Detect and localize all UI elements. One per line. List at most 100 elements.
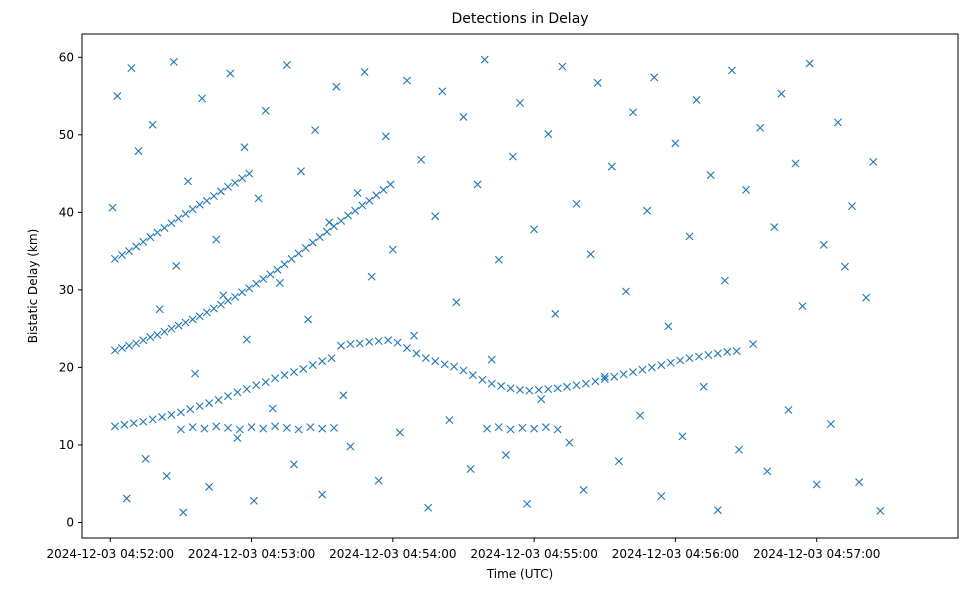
scatter-point	[141, 454, 150, 463]
scatter-point	[332, 82, 341, 91]
y-tick-label: 60	[59, 50, 74, 64]
scatter-point	[372, 191, 381, 200]
scatter-point	[216, 187, 225, 196]
scatter-point	[238, 288, 247, 297]
scatter-point	[610, 372, 619, 381]
scatter-point	[459, 366, 468, 375]
scatter-point	[129, 419, 138, 428]
scatter-point	[127, 64, 136, 73]
y-axis-ticks: 0 10 20 30 40 50 60	[59, 50, 82, 529]
scatter-point	[386, 180, 395, 189]
scatter-point	[202, 308, 211, 317]
scatter-point	[565, 438, 574, 447]
scatter-point	[671, 139, 680, 148]
scatter-point	[523, 499, 532, 508]
scatter-point	[629, 368, 638, 377]
scatter-point	[318, 357, 327, 366]
scatter-point	[494, 255, 503, 264]
scatter-point	[108, 203, 117, 212]
scatter-point	[134, 147, 143, 156]
scatter-point	[280, 371, 289, 380]
scatter-point	[579, 485, 588, 494]
scatter-point	[224, 423, 232, 432]
scatter-point	[259, 424, 268, 433]
scatter-point	[231, 178, 240, 187]
scatter-point	[706, 171, 715, 180]
scatter-point	[379, 185, 388, 194]
scatter-point	[657, 492, 666, 501]
scatter-point	[188, 423, 197, 432]
scatter-point	[501, 451, 510, 460]
scatter-point	[516, 385, 524, 394]
scatter-point	[186, 405, 195, 414]
scatter-point	[176, 425, 185, 434]
scatter-point	[304, 315, 313, 324]
scatter-point	[558, 62, 567, 71]
scatter-point	[308, 361, 317, 370]
scatter-point	[833, 118, 842, 127]
scatter-point	[466, 465, 475, 473]
scatter-point	[289, 460, 298, 469]
scatter-point	[181, 209, 190, 218]
scatter-point	[146, 333, 155, 342]
scatter-point	[614, 457, 623, 466]
scatter-point	[273, 265, 282, 274]
scatter-point	[155, 305, 164, 314]
scatter-point	[299, 364, 308, 373]
scatter-point	[848, 202, 857, 211]
scatter-point	[355, 339, 364, 348]
scatter-point	[367, 272, 376, 281]
scatter-point	[840, 262, 849, 271]
scatter-point	[261, 378, 270, 387]
scatter-point	[445, 416, 454, 425]
scatter-point	[209, 304, 218, 313]
chart-title: Detections in Delay	[451, 11, 588, 27]
scatter-point	[534, 385, 543, 394]
scatter-point	[360, 68, 369, 76]
scatter-point	[516, 99, 524, 107]
scatter-point	[238, 174, 247, 183]
scatter-point	[271, 374, 280, 383]
scatter-point	[678, 432, 687, 441]
scatter-point	[247, 423, 256, 432]
scatter-point	[732, 347, 741, 356]
scatter-point	[146, 233, 155, 242]
scatter-point	[329, 222, 338, 231]
scatter-point	[259, 275, 268, 284]
scatter-point	[473, 180, 482, 189]
scatter-point	[638, 365, 647, 374]
scatter-point	[266, 270, 275, 279]
scatter-point	[699, 382, 708, 391]
scatter-point	[876, 506, 885, 515]
scatter-point	[727, 66, 736, 75]
scatter-point	[322, 227, 331, 236]
scatter-point	[572, 199, 581, 208]
scatter-point	[374, 337, 383, 346]
scatter-point	[172, 261, 181, 270]
scatter-point	[544, 385, 553, 394]
x-tick-label: 2024-12-03 04:54:00	[329, 547, 456, 561]
scatter-point	[282, 61, 291, 70]
scatter-point	[329, 423, 338, 432]
y-axis-label: Bistatic Delay (km)	[26, 229, 40, 344]
scatter-point	[110, 254, 119, 263]
scatter-point	[242, 335, 251, 344]
scatter-point	[643, 206, 652, 215]
scatter-point	[191, 369, 200, 378]
scatter-point	[174, 321, 183, 330]
scatter-point	[553, 425, 562, 434]
scatter-point	[169, 57, 178, 66]
scatter-point	[214, 395, 223, 404]
scatter-point	[544, 130, 553, 139]
scatter-point	[388, 245, 397, 254]
scatter-point	[346, 340, 355, 349]
scatter-point	[118, 250, 127, 259]
scatter-point	[162, 471, 171, 480]
scatter-point	[318, 424, 327, 433]
scatter-point	[195, 402, 204, 411]
scatter-point	[125, 341, 134, 350]
scatter-point	[301, 244, 310, 252]
scatter-point	[735, 445, 743, 454]
scatter-point	[212, 235, 221, 244]
scatter-point	[139, 417, 148, 426]
